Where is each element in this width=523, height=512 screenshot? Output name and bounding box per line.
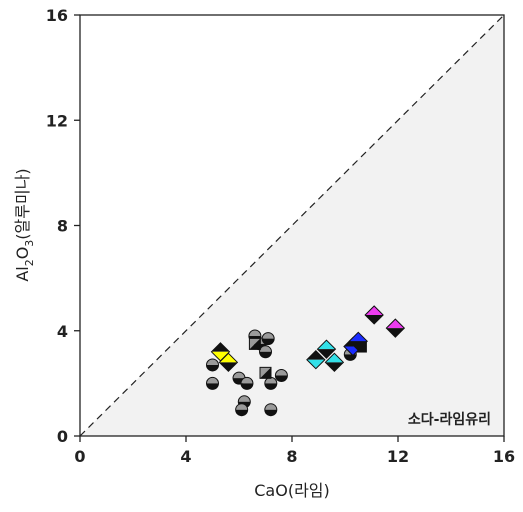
data-point-circle <box>259 345 272 359</box>
data-point-square <box>248 337 261 350</box>
data-point-diamond <box>324 352 345 373</box>
y-tick-label: 0 <box>57 427 68 446</box>
x-tick-label: 16 <box>493 447 515 466</box>
region-label: 소다-라임유리 <box>408 412 491 428</box>
x-tick-label: 0 <box>74 447 85 466</box>
data-point-circle <box>235 403 249 417</box>
y-axis-title-rest: (알루미나) <box>13 168 32 239</box>
y-tick-label: 16 <box>46 6 68 25</box>
data-point-circle <box>240 376 254 390</box>
data-point-diamond <box>385 318 406 338</box>
data-point-circle <box>206 358 219 372</box>
y-axis-title-main: Al <box>13 266 32 281</box>
x-axis-title: CaO(라임) <box>254 481 330 500</box>
y-axis-title-sub2: 3 <box>23 240 36 247</box>
y-tick-label: 12 <box>46 111 68 130</box>
x-tick-label: 12 <box>387 447 409 466</box>
reference-diagonal-line <box>79 14 505 437</box>
y-tick-label: 8 <box>57 217 68 236</box>
y-tick-label: 4 <box>57 322 68 341</box>
data-point-diamond <box>306 349 326 370</box>
data-point-square <box>259 366 272 379</box>
data-point-diamond <box>218 352 239 373</box>
x-tick-label: 4 <box>180 447 191 466</box>
data-point-circle <box>261 332 275 346</box>
data-point-circle <box>206 376 219 390</box>
y-axis-title-mid: O <box>13 247 32 260</box>
y-axis-title: Al2O3(알루미나) <box>13 168 36 281</box>
y-axis-title-sub1: 2 <box>23 259 36 266</box>
data-point-diamond <box>210 342 231 362</box>
x-tick-label: 8 <box>286 447 297 466</box>
data-point-diamond <box>348 331 368 351</box>
data-point-diamond <box>364 305 384 325</box>
data-point-circle <box>274 368 288 382</box>
data-point-circle <box>264 403 278 417</box>
data-point-diamond <box>316 339 337 359</box>
data-point-circle <box>264 376 278 390</box>
